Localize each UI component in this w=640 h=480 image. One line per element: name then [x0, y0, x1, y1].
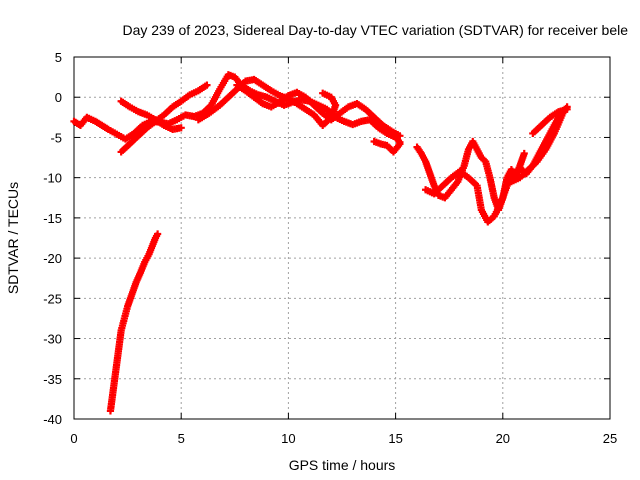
data-point [154, 230, 162, 238]
data-point [177, 124, 185, 132]
y-axis-label: SDTVAR / TECUs [5, 182, 21, 294]
plot-frame [73, 56, 611, 420]
x-tick-label: 0 [70, 431, 77, 446]
series-3 [117, 97, 185, 133]
y-tick-label: -25 [43, 291, 62, 306]
y-tick-label: -5 [50, 130, 62, 145]
x-tick-label: 15 [388, 431, 402, 446]
data-point [396, 132, 404, 140]
data-points [70, 71, 571, 415]
axis-ticks: 0 5 10 15 20 25 5 0 -5 -10 -15 -20 -25 -30 -35 -40 [43, 50, 617, 446]
series-10 [529, 105, 571, 138]
x-tick-label: 10 [281, 431, 295, 446]
y-tick-label: -35 [43, 372, 62, 387]
y-tick-label: -20 [43, 251, 62, 266]
y-tick-label: 0 [55, 90, 62, 105]
data-point [203, 81, 211, 89]
data-point [563, 105, 571, 113]
data-point [396, 140, 404, 148]
x-axis-label: GPS time / hours [289, 457, 396, 473]
series-11 [106, 230, 162, 415]
data-point [520, 149, 528, 158]
series-5 [233, 81, 404, 140]
data-point [319, 89, 327, 97]
x-tick-label: 25 [603, 431, 617, 446]
y-tick-label: -10 [43, 171, 62, 186]
y-tick-label: 5 [55, 50, 62, 65]
series-6 [370, 137, 404, 156]
y-tick-label: -40 [43, 412, 62, 427]
y-tick-label: -30 [43, 332, 62, 347]
chart-title: Day 239 of 2023, Sidereal Day-to-day VTE… [122, 22, 628, 38]
x-tick-label: 5 [178, 431, 185, 446]
x-tick-label: 20 [496, 431, 510, 446]
y-tick-label: -15 [43, 211, 62, 226]
